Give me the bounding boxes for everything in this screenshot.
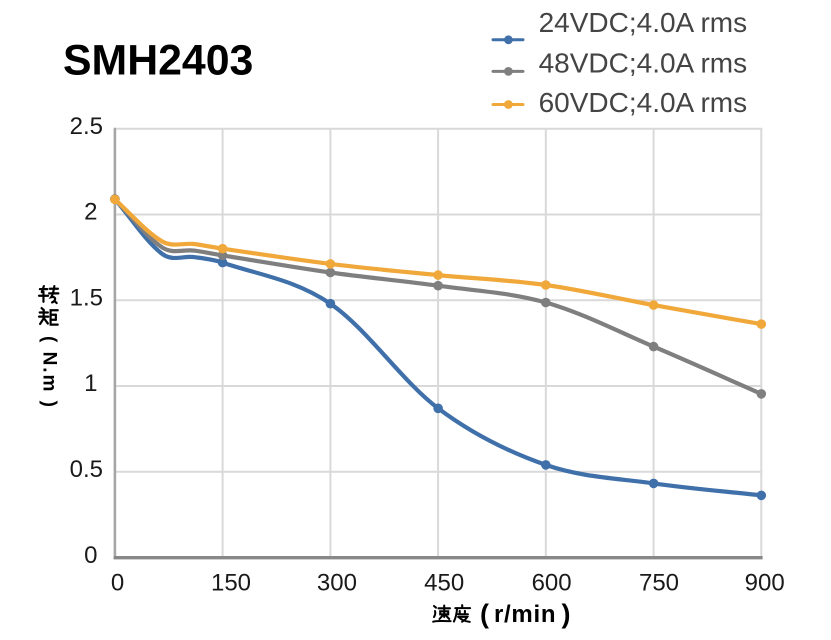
svg-text:48VDC;4.0A rms: 48VDC;4.0A rms <box>539 48 748 79</box>
svg-text:750: 750 <box>639 570 679 597</box>
svg-text:1: 1 <box>84 370 97 397</box>
svg-text:150: 150 <box>211 570 251 597</box>
svg-text:300: 300 <box>317 570 357 597</box>
svg-text:60VDC;4.0A rms: 60VDC;4.0A rms <box>539 87 748 118</box>
svg-text:24VDC;4.0A rms: 24VDC;4.0A rms <box>539 7 748 38</box>
svg-text:r/min: r/min <box>494 601 556 628</box>
svg-text:2.5: 2.5 <box>70 113 103 140</box>
svg-text:1.5: 1.5 <box>70 284 103 311</box>
svg-text:SMH2403: SMH2403 <box>63 37 253 85</box>
svg-text:900: 900 <box>745 570 785 597</box>
svg-text:): ) <box>562 599 571 629</box>
svg-text:0: 0 <box>111 570 124 597</box>
svg-text:0: 0 <box>84 542 97 569</box>
svg-text:(: ( <box>480 599 489 629</box>
svg-text:600: 600 <box>532 570 572 597</box>
svg-text:2: 2 <box>84 199 97 226</box>
svg-text:( N.m ): ( N.m ) <box>39 336 60 407</box>
svg-text:450: 450 <box>424 570 464 597</box>
svg-text:0.5: 0.5 <box>70 456 103 483</box>
